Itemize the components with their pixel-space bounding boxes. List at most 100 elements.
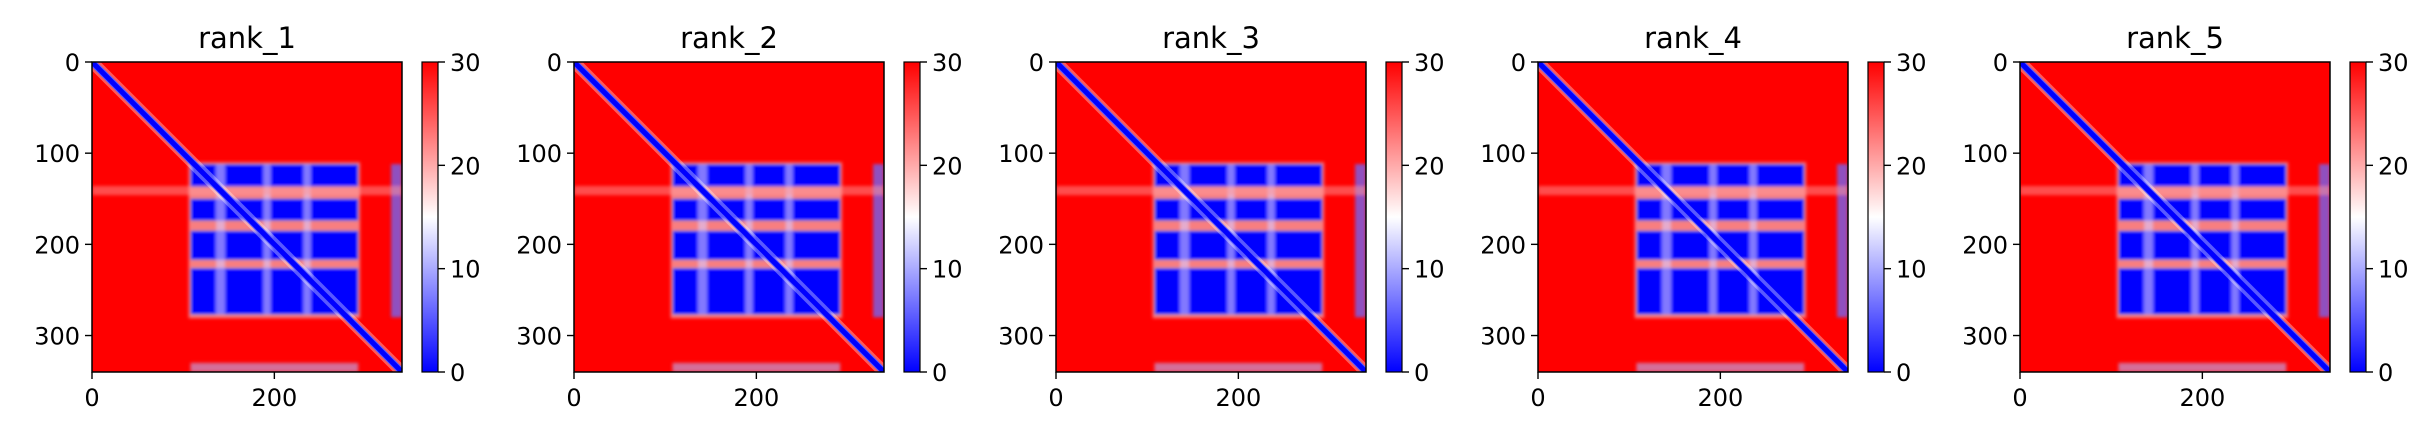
horizontal-band <box>574 186 884 196</box>
panel-title: rank_3 <box>1162 21 1260 55</box>
colorbar-tick-label: 30 <box>932 49 963 77</box>
heatmap-contact-blocks <box>2020 162 2330 372</box>
horizontal-band <box>1056 186 1366 196</box>
block-stripe <box>1180 164 1190 315</box>
axes-frame <box>91 61 403 373</box>
contact-block <box>2118 198 2287 221</box>
edge-row <box>2118 362 2287 372</box>
y-tick-label: 200 <box>1962 231 2008 259</box>
heatmap-panel-2: rank_2 0 100 200 300 0 200 0 10 20 30 <box>516 21 962 412</box>
colorbar <box>421 61 439 373</box>
heatmap-image <box>2020 62 2330 372</box>
x-tick-label: 0 <box>2012 384 2027 412</box>
x-tick-label: 200 <box>251 384 297 412</box>
contact-block <box>1154 198 1323 221</box>
contact-block <box>190 198 359 221</box>
y-tick-label: 300 <box>998 323 1044 351</box>
colorbar-tick-label: 20 <box>1896 152 1927 180</box>
colorbar <box>1385 61 1403 373</box>
colorbar-tick-label: 30 <box>450 49 481 77</box>
edge-column <box>1837 164 1848 318</box>
axes-frame <box>573 61 885 373</box>
colorbar <box>2349 61 2367 373</box>
heatmap-image <box>574 62 884 372</box>
colorbar <box>903 61 921 373</box>
panel-title: rank_5 <box>2126 21 2224 55</box>
heatmap-panel-3: rank_3 0 100 200 300 0 200 0 10 20 30 <box>998 21 1444 412</box>
heatmap-image <box>1056 62 1366 372</box>
y-tick-label: 100 <box>34 140 80 168</box>
edge-row <box>672 362 841 372</box>
x-tick-label: 200 <box>2179 384 2225 412</box>
colorbar-tick-label: 0 <box>450 359 465 387</box>
heatmap-panel-1: rank_1 0 100 200 300 0 200 0 10 20 30 <box>34 21 480 412</box>
contact-block <box>672 198 841 221</box>
y-tick-label: 100 <box>1962 140 2008 168</box>
colorbar-tick-label: 10 <box>932 256 963 284</box>
colorbar-tick-label: 20 <box>932 152 963 180</box>
colorbar-tick-label: 10 <box>2378 256 2409 284</box>
colorbar-tick-label: 30 <box>2378 49 2409 77</box>
block-stripe <box>2144 164 2154 315</box>
block-stripe <box>1662 164 1672 315</box>
y-tick-label: 300 <box>1480 323 1526 351</box>
colorbar-tick-label: 0 <box>932 359 947 387</box>
diagonal-core <box>1538 62 1848 372</box>
y-tick-label: 300 <box>516 323 562 351</box>
x-tick-label: 0 <box>1048 384 1063 412</box>
y-tick-label: 100 <box>998 140 1044 168</box>
contact-block <box>1636 164 1805 187</box>
diagonal-core <box>574 62 884 372</box>
axes-frame <box>2019 61 2331 373</box>
colorbar-tick-label: 10 <box>1414 256 1445 284</box>
y-tick-label: 300 <box>34 323 80 351</box>
x-tick-label: 0 <box>84 384 99 412</box>
edge-row <box>1636 362 1805 372</box>
y-tick-label: 0 <box>547 49 562 77</box>
block-stripe <box>216 164 226 315</box>
block-stripe <box>1267 164 1275 315</box>
horizontal-band <box>1538 186 1848 196</box>
x-tick-label: 0 <box>1530 384 1545 412</box>
horizontal-band <box>2020 186 2330 196</box>
y-tick-label: 0 <box>1993 49 2008 77</box>
panel-title: rank_2 <box>680 21 778 55</box>
colorbar-tick-label: 10 <box>450 256 481 284</box>
x-tick-label: 0 <box>566 384 581 412</box>
contact-block <box>190 164 359 187</box>
edge-row <box>1154 362 1323 372</box>
y-tick-label: 200 <box>998 231 1044 259</box>
y-tick-label: 100 <box>1480 140 1526 168</box>
axes-frame <box>1537 61 1849 373</box>
edge-column <box>873 164 884 318</box>
edge-column <box>2319 164 2330 318</box>
colorbar <box>1867 61 1885 373</box>
colorbar-tick-label: 20 <box>450 152 481 180</box>
block-stripe <box>1749 164 1757 315</box>
y-tick-label: 100 <box>516 140 562 168</box>
edge-row <box>190 362 359 372</box>
block-stripe <box>2231 164 2239 315</box>
horizontal-band <box>92 186 402 196</box>
diagonal-core <box>2020 62 2330 372</box>
diagonal-core <box>1056 62 1366 372</box>
y-tick-label: 200 <box>34 231 80 259</box>
panel-title: rank_4 <box>1644 21 1742 55</box>
axes-frame <box>1055 61 1367 373</box>
x-tick-label: 200 <box>1697 384 1743 412</box>
y-tick-label: 0 <box>1511 49 1526 77</box>
contact-block <box>1154 164 1323 187</box>
contact-block <box>2118 164 2287 187</box>
colorbar-tick-label: 20 <box>2378 152 2409 180</box>
y-tick-label: 200 <box>1480 231 1526 259</box>
colorbar-tick-label: 0 <box>1896 359 1911 387</box>
heatmap-panel-5: rank_5 0 100 200 300 0 200 0 10 20 30 <box>1962 21 2408 412</box>
heatmap-panel-4: rank_4 0 100 200 300 0 200 0 10 20 30 <box>1480 21 1926 412</box>
edge-column <box>1355 164 1366 318</box>
colorbar-tick-label: 20 <box>1414 152 1445 180</box>
edge-column <box>391 164 402 318</box>
colorbar-tick-label: 0 <box>1414 359 1429 387</box>
panel-title: rank_1 <box>198 21 296 55</box>
block-stripe <box>698 164 708 315</box>
